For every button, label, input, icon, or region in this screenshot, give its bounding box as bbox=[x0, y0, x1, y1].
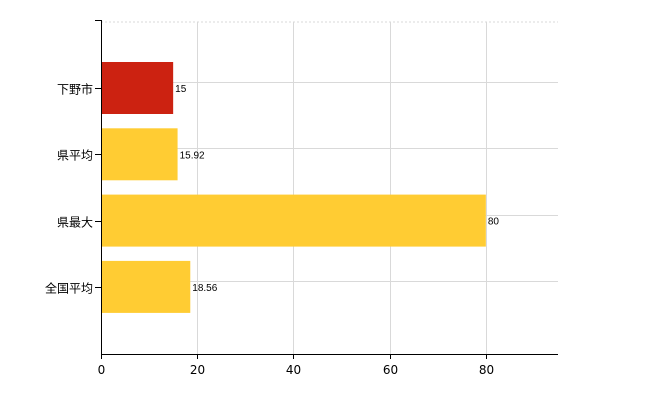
labels: 0 20 40 60 80 15 下野市 15.92 県平均 80 県最大 18.56 全国平均 bbox=[45, 82, 499, 378]
bar bbox=[102, 260, 191, 313]
category-label: 県最大 bbox=[57, 216, 93, 230]
category-label: 下野市 bbox=[57, 82, 93, 97]
x-tick-label: 80 bbox=[479, 363, 494, 377]
x-tick-label: 60 bbox=[383, 363, 398, 377]
x-tick-label: 0 bbox=[98, 363, 106, 377]
category-label: 県平均 bbox=[57, 149, 93, 163]
bar bbox=[102, 194, 486, 247]
data-label: 15.92 bbox=[180, 150, 205, 161]
axes bbox=[95, 20, 558, 359]
category-label: 全国平均 bbox=[45, 281, 93, 296]
bars bbox=[102, 62, 486, 313]
x-tick-label: 20 bbox=[190, 363, 205, 377]
bar bbox=[102, 128, 178, 181]
data-label: 18.56 bbox=[192, 283, 217, 294]
bar bbox=[102, 62, 174, 114]
x-tick-label: 40 bbox=[286, 363, 301, 377]
data-label: 80 bbox=[488, 217, 500, 228]
data-label: 15 bbox=[175, 84, 187, 95]
